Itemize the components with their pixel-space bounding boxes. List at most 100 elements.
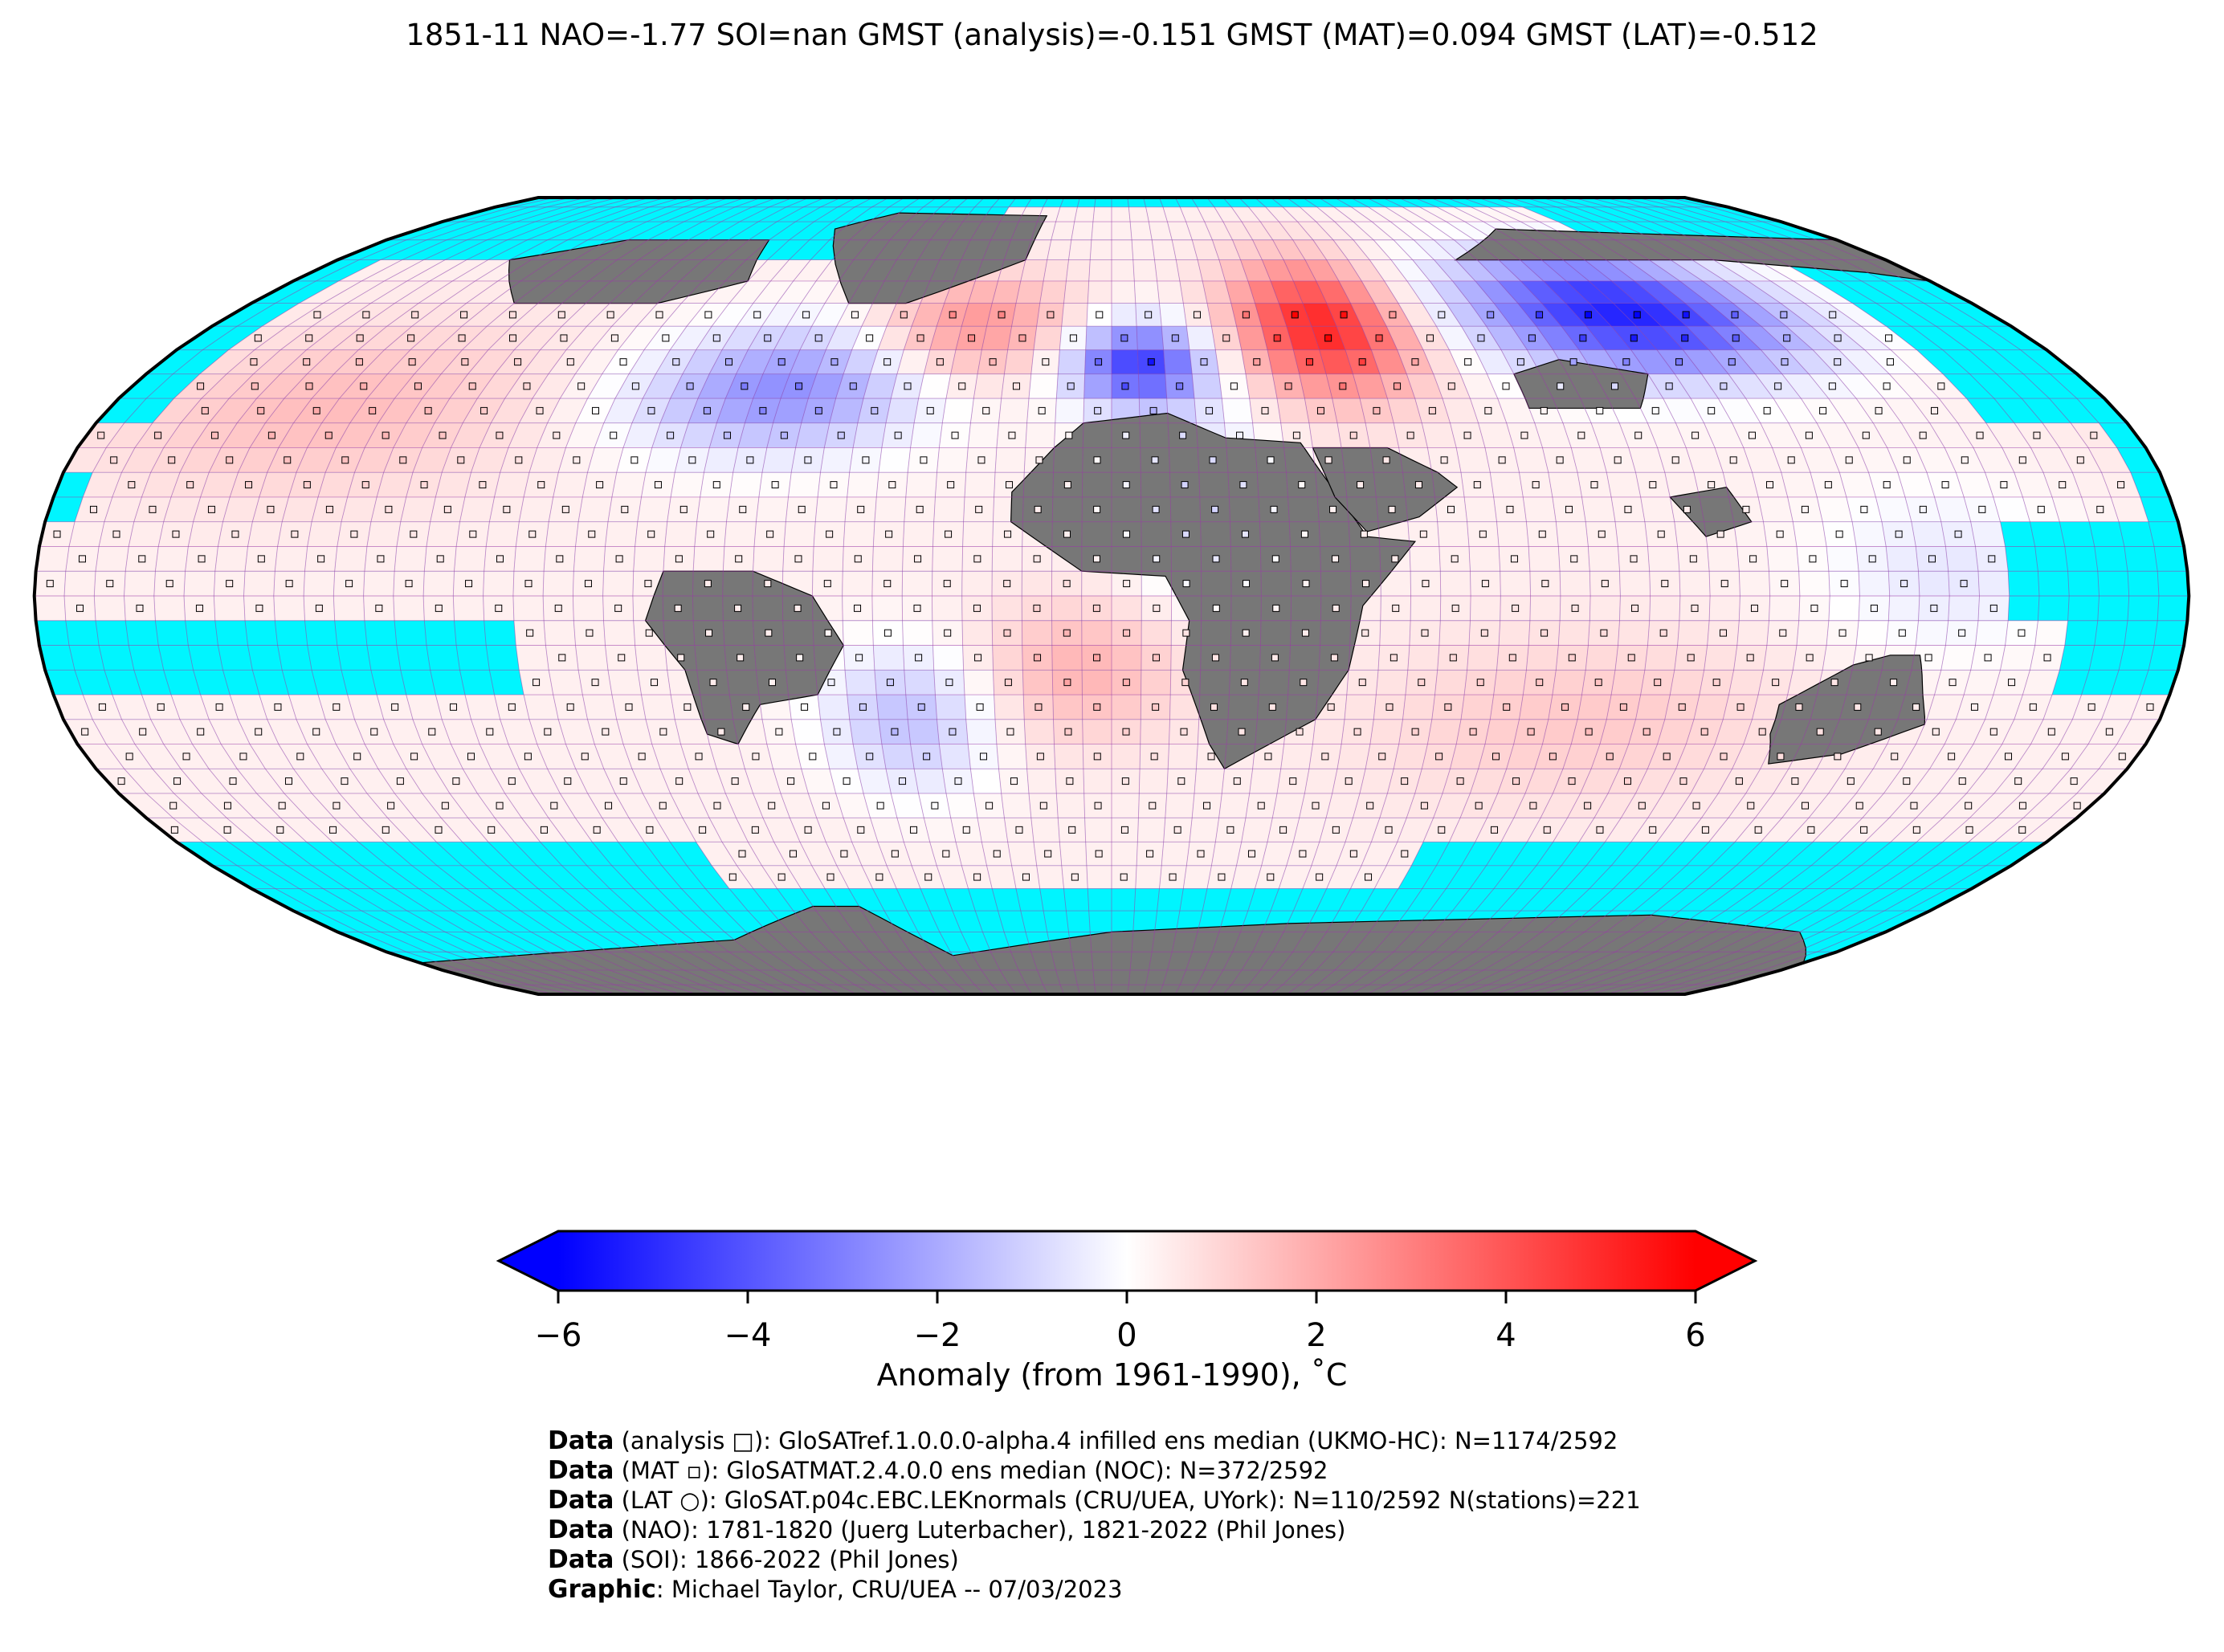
obs-marker	[713, 802, 721, 810]
obs-marker	[1958, 629, 1966, 637]
grid-cell	[1407, 281, 1447, 304]
grid-cell	[1748, 281, 1805, 304]
obs-marker	[435, 826, 443, 834]
grid-cell	[1020, 259, 1047, 281]
obs-marker	[602, 728, 610, 736]
obs-marker	[313, 311, 321, 319]
grid-cell	[410, 326, 463, 350]
grid-cell	[641, 695, 675, 720]
obs-marker	[1816, 728, 1824, 736]
grid-cell	[471, 447, 508, 473]
grid-cell	[1011, 303, 1040, 327]
obs-marker	[1063, 481, 1071, 489]
obs-marker	[1570, 555, 1578, 563]
grid-cell	[1183, 865, 1212, 889]
grid-cell	[1556, 521, 1589, 547]
grid-cell	[1694, 695, 1729, 720]
grid-cell	[1308, 422, 1342, 448]
grid-cell	[1409, 546, 1441, 572]
grid-cell	[1685, 303, 1736, 327]
grid-cell	[2014, 744, 2060, 769]
grid-cell	[1864, 818, 1916, 842]
obs-marker	[1063, 679, 1071, 687]
grid-cell	[1260, 222, 1293, 240]
grid-cell	[1657, 281, 1709, 304]
obs-marker	[1491, 826, 1499, 834]
grid-cell	[912, 303, 945, 327]
grid-cell	[184, 571, 215, 596]
grid-cell	[1345, 695, 1377, 720]
obs-marker	[1900, 580, 1908, 588]
grid-cell	[1034, 326, 1062, 350]
obs-marker	[1806, 654, 1814, 662]
grid-cell	[575, 645, 608, 671]
obs-marker	[1480, 629, 1488, 637]
obs-marker	[1206, 406, 1214, 414]
grid-cell	[843, 349, 878, 374]
grid-cell	[1336, 326, 1372, 350]
grid-cell	[1675, 744, 1716, 769]
grid-cell	[788, 472, 821, 497]
grid-cell	[387, 818, 437, 842]
obs-marker	[1042, 358, 1050, 366]
grid-cell	[333, 596, 365, 621]
obs-marker	[1885, 334, 1893, 342]
grid-cell	[1736, 326, 1787, 350]
grid-cell	[1332, 239, 1370, 260]
obs-marker	[385, 505, 393, 513]
obs-marker	[361, 481, 369, 489]
grid-cell	[1137, 818, 1165, 842]
grid-cell	[1589, 281, 1638, 304]
obs-marker	[1092, 555, 1100, 563]
grid-cell	[1702, 281, 1757, 304]
grid-cell	[1092, 206, 1112, 222]
grid-cell	[1334, 206, 1373, 222]
obs-marker	[1179, 431, 1187, 439]
grid-cell	[2022, 670, 2060, 695]
grid-cell	[1231, 206, 1261, 222]
obs-marker	[943, 580, 951, 588]
obs-marker	[1671, 456, 1679, 464]
obs-marker	[1299, 850, 1307, 858]
obs-marker	[2008, 679, 2016, 687]
obs-marker	[833, 728, 841, 736]
grid-cell	[631, 769, 671, 793]
grid-cell	[1809, 793, 1857, 818]
obs-marker	[1385, 826, 1393, 834]
obs-marker	[254, 334, 262, 342]
grid-cell	[724, 521, 757, 547]
grid-cell	[1112, 695, 1141, 720]
grid-cell	[422, 744, 463, 769]
grid-cell	[635, 645, 667, 671]
grid-cell	[163, 497, 201, 522]
grid-cell	[1112, 239, 1133, 260]
grid-cell	[1369, 719, 1403, 744]
grid-cell	[413, 447, 451, 473]
obs-marker	[1875, 406, 1883, 414]
grid-cell	[801, 769, 836, 793]
grid-cell	[1743, 447, 1781, 473]
grid-cell	[853, 422, 886, 448]
obs-marker	[98, 703, 106, 711]
obs-marker	[291, 530, 299, 538]
obs-marker	[387, 802, 395, 810]
grid-cell	[406, 695, 443, 720]
obs-marker	[1182, 629, 1190, 637]
grid-cell	[35, 546, 69, 572]
credit-text: (MAT ▫): GloSATMAT.2.4.0.0 ens median (N…	[614, 1457, 1328, 1484]
obs-marker	[441, 802, 449, 810]
grid-cell	[1279, 222, 1313, 240]
obs-marker	[231, 530, 239, 538]
grid-cell	[1461, 695, 1494, 720]
grid-cell	[1236, 326, 1267, 350]
obs-marker	[1930, 604, 1938, 612]
grid-cell	[1683, 349, 1728, 374]
obs-marker	[526, 629, 534, 637]
credit-label: Data	[548, 1545, 614, 1574]
obs-marker	[223, 802, 231, 810]
grid-cell	[1134, 281, 1160, 304]
grid-cell	[1022, 670, 1053, 695]
obs-marker	[862, 456, 870, 464]
obs-marker	[855, 654, 863, 662]
obs-marker	[674, 604, 682, 612]
